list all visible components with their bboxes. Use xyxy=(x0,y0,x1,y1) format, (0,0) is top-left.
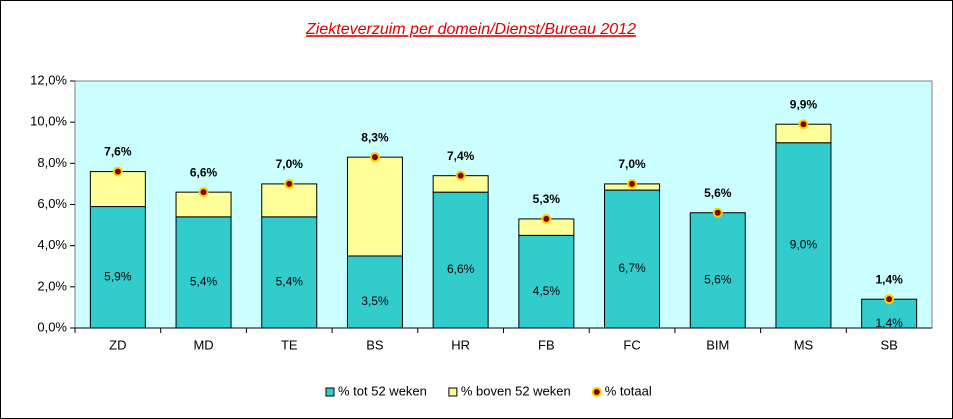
value-label: 9,0% xyxy=(790,238,818,252)
x-tick-label: TE xyxy=(281,337,298,352)
y-tick-label: 2,0% xyxy=(37,278,67,293)
total-marker xyxy=(712,207,723,218)
legend-label: % totaal xyxy=(605,383,652,398)
total-label: 7,0% xyxy=(618,157,646,171)
x-tick-label: MS xyxy=(794,337,814,352)
total-label: 7,0% xyxy=(276,157,304,171)
value-label: 5,6% xyxy=(704,273,732,287)
chart-title: Ziekteverzuim per domein/Dienst/Bureau 2… xyxy=(305,21,636,38)
total-label: 8,3% xyxy=(361,130,389,144)
total-marker xyxy=(198,187,209,198)
bar-segment xyxy=(175,216,232,329)
x-tick-label: HR xyxy=(451,337,470,352)
total-marker xyxy=(369,152,380,163)
bar-segment xyxy=(346,255,403,329)
x-tick-label: FC xyxy=(623,337,640,352)
total-label: 5,6% xyxy=(704,186,732,200)
value-label: 5,4% xyxy=(276,275,304,289)
value-label: 1,4% xyxy=(875,316,903,330)
y-tick-label: 0,0% xyxy=(37,319,67,334)
value-label: 5,9% xyxy=(104,269,132,283)
total-label: 7,4% xyxy=(447,149,475,163)
total-marker xyxy=(798,119,809,130)
legend-label: % boven 52 weken xyxy=(461,383,571,398)
x-tick-label: MD xyxy=(193,337,213,352)
bar-segment xyxy=(261,183,318,218)
total-label: 9,9% xyxy=(790,97,818,111)
value-label: 6,7% xyxy=(618,261,646,275)
bar-segment xyxy=(689,212,746,329)
value-label: 3,5% xyxy=(361,294,389,308)
bar-segment xyxy=(346,156,403,257)
x-tick-label: BIM xyxy=(706,337,729,352)
total-marker xyxy=(455,170,466,181)
total-label: 7,6% xyxy=(104,145,132,159)
x-tick-label: ZD xyxy=(109,337,126,352)
bar-segment xyxy=(518,234,575,329)
total-label: 5,3% xyxy=(533,192,561,206)
y-tick-label: 10,0% xyxy=(30,114,67,129)
bar-segment xyxy=(89,171,146,208)
total-label: 1,4% xyxy=(875,272,903,286)
total-marker xyxy=(284,178,295,189)
legend-symbol xyxy=(325,387,335,397)
bar-segment xyxy=(604,189,661,329)
value-label: 4,5% xyxy=(533,284,561,298)
value-label: 6,6% xyxy=(447,262,475,276)
bar-segment xyxy=(261,216,318,329)
bar-segment xyxy=(89,206,146,329)
total-marker xyxy=(112,166,123,177)
x-tick-label: BS xyxy=(366,337,384,352)
bar-segment xyxy=(775,142,832,329)
value-label: 5,4% xyxy=(190,275,218,289)
total-marker xyxy=(541,213,552,224)
total-label: 6,6% xyxy=(190,165,218,179)
total-marker xyxy=(884,294,895,305)
bar-segment xyxy=(432,191,489,329)
x-tick-label: FB xyxy=(538,337,555,352)
legend-label: % tot 52 weken xyxy=(338,383,427,398)
y-tick-label: 6,0% xyxy=(37,196,67,211)
legend-symbol xyxy=(591,387,602,397)
y-tick-label: 8,0% xyxy=(37,155,67,170)
x-tick-label: SB xyxy=(880,337,897,352)
legend-symbol xyxy=(448,387,458,397)
y-tick-label: 4,0% xyxy=(37,237,67,252)
y-tick-label: 12,0% xyxy=(30,72,67,87)
total-marker xyxy=(627,178,638,189)
